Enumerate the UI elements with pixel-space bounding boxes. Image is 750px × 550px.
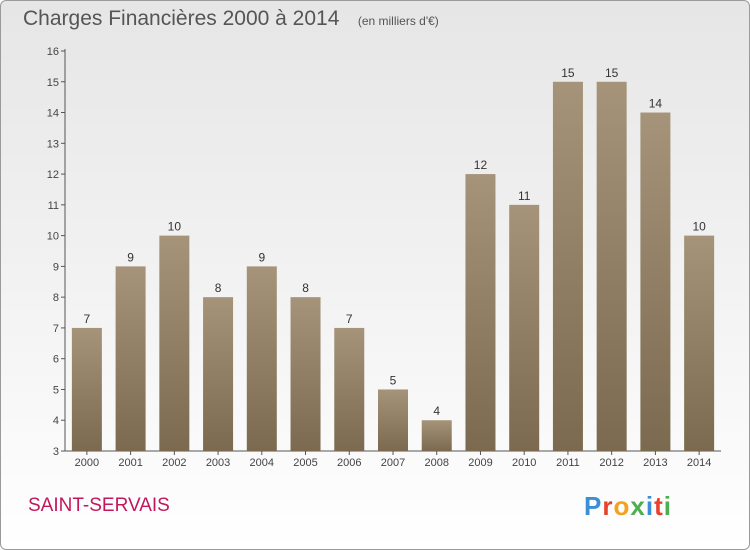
- bar: [115, 266, 146, 451]
- commune-name: SAINT-SERVAIS: [28, 495, 170, 516]
- x-tick-label: 2014: [687, 457, 711, 469]
- y-tick-label: 13: [47, 138, 59, 150]
- y-tick-label: 14: [47, 108, 59, 120]
- bar: [378, 389, 408, 451]
- bar: [71, 327, 102, 451]
- x-tick-label: 2000: [75, 457, 99, 469]
- y-tick-label: 8: [53, 292, 59, 304]
- bar-value-label: 7: [84, 312, 91, 326]
- bar-value-label: 4: [433, 404, 440, 418]
- y-tick-label: 9: [53, 261, 59, 273]
- bar: [246, 266, 277, 451]
- bar: [421, 420, 452, 451]
- bar: [203, 297, 234, 451]
- logo-letter: o: [613, 491, 631, 521]
- x-tick-label: 2009: [468, 457, 492, 469]
- x-tick-label: 2005: [293, 457, 317, 469]
- bar: [465, 174, 496, 452]
- x-tick-label: 2008: [424, 457, 448, 469]
- y-tick-label: 5: [53, 384, 59, 396]
- x-tick-label: 2011: [556, 457, 580, 469]
- bar-value-label: 12: [474, 158, 488, 172]
- bar-value-label: 7: [346, 312, 353, 326]
- x-tick-label: 2010: [512, 457, 536, 469]
- chart-title-block: Charges Financières 2000 à 2014 (en mill…: [23, 7, 439, 31]
- x-tick-label: 2001: [118, 457, 142, 469]
- bar-value-label: 9: [127, 250, 134, 264]
- bar-value-label: 11: [518, 189, 531, 203]
- logo-letter: r: [602, 491, 614, 521]
- bar: [552, 81, 583, 452]
- bar: [684, 235, 715, 451]
- proxiti-logo: Proxiti: [584, 491, 672, 522]
- x-tick-label: 2003: [206, 457, 230, 469]
- bar-value-label: 10: [168, 220, 182, 234]
- x-tick-label: 2004: [250, 457, 274, 469]
- logo-letter: i: [645, 491, 655, 521]
- x-tick-label: 2006: [337, 457, 361, 469]
- x-tick-label: 2007: [381, 457, 405, 469]
- bar-value-label: 5: [390, 373, 397, 387]
- y-tick-label: 16: [47, 46, 59, 58]
- bar-value-label: 14: [649, 97, 663, 111]
- bar: [159, 235, 190, 451]
- logo-letter: t: [654, 491, 664, 521]
- x-tick-label: 2002: [162, 457, 186, 469]
- bar-value-label: 15: [561, 66, 575, 80]
- bar: [640, 112, 671, 452]
- bar-value-label: 15: [605, 66, 619, 80]
- bar-value-label: 10: [692, 220, 706, 234]
- bar: [596, 81, 627, 452]
- logo-letter: P: [584, 491, 603, 521]
- x-tick-label: 2013: [643, 457, 667, 469]
- y-tick-label: 15: [47, 77, 59, 89]
- y-tick-label: 10: [47, 231, 59, 243]
- y-tick-label: 12: [47, 169, 59, 181]
- bar-value-label: 8: [302, 281, 309, 295]
- x-tick-label: 2012: [599, 457, 623, 469]
- chart-title: Charges Financières 2000 à 2014: [23, 7, 340, 30]
- bar: [509, 204, 540, 451]
- bar: [290, 297, 321, 451]
- bar: [334, 327, 365, 451]
- y-tick-label: 6: [53, 354, 59, 366]
- bar-value-label: 9: [258, 250, 265, 264]
- chart-unit-note: (en milliers d'€): [357, 14, 439, 28]
- logo-letter: i: [663, 491, 672, 521]
- logo-letter: x: [630, 491, 646, 521]
- y-tick-label: 7: [53, 323, 59, 335]
- bar-value-label: 8: [215, 281, 222, 295]
- y-tick-label: 11: [48, 200, 59, 212]
- y-tick-label: 3: [53, 446, 59, 458]
- y-tick-label: 4: [53, 415, 59, 427]
